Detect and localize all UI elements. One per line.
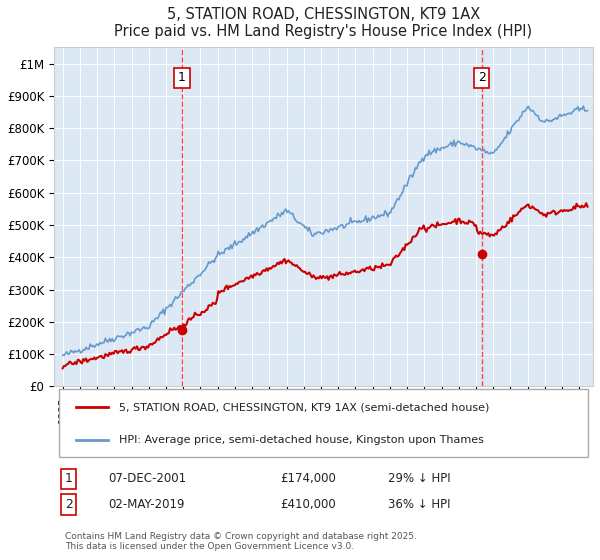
Text: HPI: Average price, semi-detached house, Kingston upon Thames: HPI: Average price, semi-detached house,… <box>119 435 484 445</box>
Text: 36% ↓ HPI: 36% ↓ HPI <box>388 498 451 511</box>
Text: 2: 2 <box>65 498 73 511</box>
Text: 2: 2 <box>478 72 485 85</box>
Text: £174,000: £174,000 <box>280 473 337 486</box>
Text: £410,000: £410,000 <box>280 498 336 511</box>
Text: 29% ↓ HPI: 29% ↓ HPI <box>388 473 451 486</box>
FancyBboxPatch shape <box>59 389 587 458</box>
Text: 1: 1 <box>178 72 186 85</box>
Text: 02-MAY-2019: 02-MAY-2019 <box>108 498 184 511</box>
Text: Contains HM Land Registry data © Crown copyright and database right 2025.
This d: Contains HM Land Registry data © Crown c… <box>65 532 416 552</box>
Text: 1: 1 <box>65 473 73 486</box>
Title: 5, STATION ROAD, CHESSINGTON, KT9 1AX
Price paid vs. HM Land Registry's House Pr: 5, STATION ROAD, CHESSINGTON, KT9 1AX Pr… <box>115 7 533 39</box>
Text: 5, STATION ROAD, CHESSINGTON, KT9 1AX (semi-detached house): 5, STATION ROAD, CHESSINGTON, KT9 1AX (s… <box>119 402 489 412</box>
Text: 07-DEC-2001: 07-DEC-2001 <box>108 473 186 486</box>
